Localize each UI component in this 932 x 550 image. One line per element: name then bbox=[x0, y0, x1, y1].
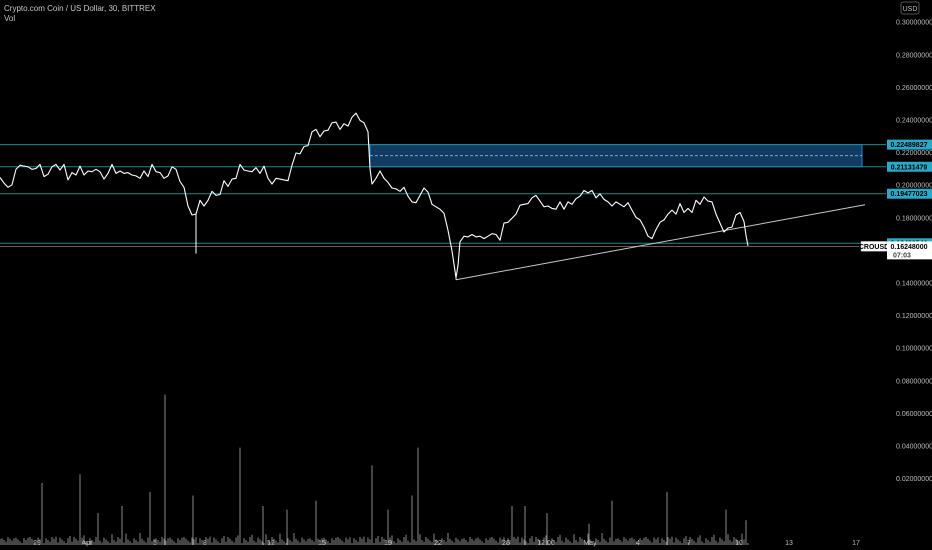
x-tick-label: 26 bbox=[502, 540, 510, 547]
y-tick-label: 0.22000000 bbox=[896, 150, 932, 157]
x-tick-label: 13 bbox=[785, 540, 793, 547]
y-tick-label: 0.28000000 bbox=[896, 52, 932, 59]
bar-countdown: 07:03 bbox=[893, 252, 911, 259]
symbol-tag-text: CROUSD bbox=[859, 244, 889, 251]
x-tick-label: May bbox=[583, 540, 597, 547]
x-tick-label: 15 bbox=[318, 540, 326, 547]
x-tick-label: 4 bbox=[636, 540, 640, 547]
symbol-title[interactable]: Crypto.com Coin / US Dollar, 30, BITTREX bbox=[4, 4, 156, 13]
y-tick-label: 0.08000000 bbox=[896, 378, 932, 385]
horizontal-levels[interactable] bbox=[0, 193, 886, 247]
y-tick-label: 0.14000000 bbox=[896, 281, 932, 288]
x-tick-label: 19 bbox=[384, 540, 392, 547]
y-tick-label: 0.20000000 bbox=[896, 183, 932, 190]
x-tick-label: 10 bbox=[735, 540, 743, 547]
trendline-line[interactable] bbox=[455, 204, 866, 281]
y-tick-label: 0.12000000 bbox=[896, 313, 932, 320]
zone-lower-badge-text: 0.21131479 bbox=[891, 164, 928, 171]
x-tick-label: 12 bbox=[267, 540, 275, 547]
y-tick-label: 0.06000000 bbox=[896, 411, 932, 418]
x-tick-label: 12:00 bbox=[537, 540, 555, 547]
y-tick-label: 0.30000000 bbox=[896, 20, 932, 27]
volume-indicator-label[interactable]: Vol bbox=[4, 14, 16, 23]
x-tick-label: 5 bbox=[153, 540, 157, 547]
x-tick-label: 7 bbox=[687, 540, 691, 547]
volume-baseline bbox=[0, 533, 749, 545]
trendline[interactable] bbox=[455, 204, 866, 281]
x-tick-label: 17 bbox=[852, 540, 860, 547]
zone-upper-badge-text: 0.22489827 bbox=[891, 142, 928, 149]
x-tick-label: Apr bbox=[82, 540, 94, 547]
time-axis[interactable]: 29 Apr 5 8 12 15 19 22 26 12:00 May 4 7 10 13 17 bbox=[33, 540, 860, 547]
price-line bbox=[0, 112, 749, 279]
x-tick-label: 22 bbox=[434, 540, 442, 547]
y-tick-label: 0.04000000 bbox=[896, 444, 932, 451]
level-badge-bg bbox=[887, 188, 932, 199]
x-tick-label: 8 bbox=[203, 540, 207, 547]
y-tick-label: 0.26000000 bbox=[896, 85, 932, 92]
x-tick-label: 29 bbox=[33, 540, 41, 547]
last-price-value: 0.16248000 bbox=[891, 244, 928, 251]
currency-button-label: USD bbox=[903, 6, 918, 13]
y-tick-label: 0.10000000 bbox=[896, 346, 932, 353]
resistance-zone[interactable] bbox=[0, 144, 886, 168]
chart-legend: Crypto.com Coin / US Dollar, 30, BITTREX… bbox=[4, 4, 156, 24]
level-badge-text: 0.19477023 bbox=[891, 191, 928, 198]
y-tick-label: 0.02000000 bbox=[896, 476, 932, 483]
zone-upper-badge-bg bbox=[887, 139, 932, 150]
volume-bars bbox=[0, 394, 749, 545]
y-tick-label: 0.24000000 bbox=[896, 118, 932, 125]
currency-button[interactable] bbox=[900, 1, 920, 15]
last-price-badge-bg bbox=[887, 241, 932, 260]
price-series bbox=[0, 112, 749, 280]
y-tick-label: 0.18000000 bbox=[896, 215, 932, 222]
price-badges: 0.224898270.211314790.194770230.16438541… bbox=[859, 139, 932, 260]
zone-lower-badge-bg bbox=[887, 161, 932, 172]
